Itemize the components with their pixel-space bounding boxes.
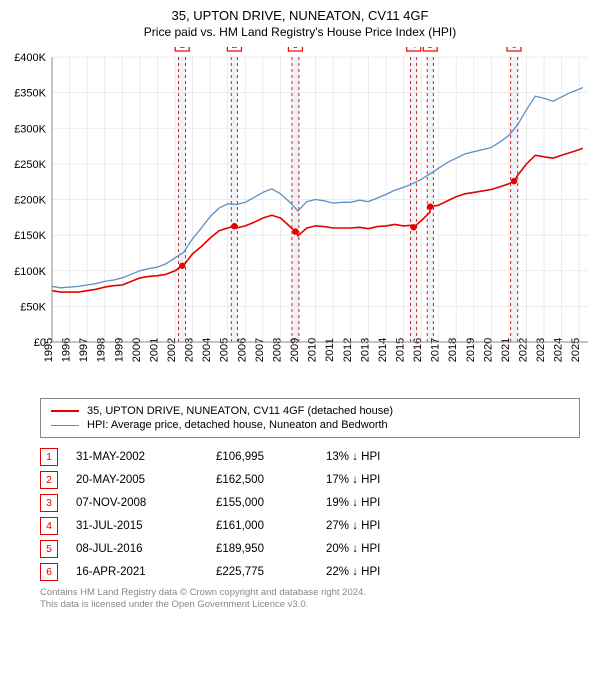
sale-price: £189,950 (216, 543, 326, 555)
svg-text:5: 5 (427, 47, 433, 51)
svg-text:2008: 2008 (271, 338, 283, 362)
svg-text:1996: 1996 (61, 338, 73, 362)
sale-pct: 20% ↓ HPI (326, 543, 426, 555)
legend-label: 35, UPTON DRIVE, NUNEATON, CV11 4GF (det… (87, 405, 393, 417)
svg-text:2005: 2005 (219, 338, 231, 362)
footer-line-2: This data is licensed under the Open Gov… (40, 599, 580, 611)
svg-text:1999: 1999 (113, 338, 125, 362)
table-marker: 1 (40, 448, 58, 466)
title-block: 35, UPTON DRIVE, NUNEATON, CV11 4GF Pric… (0, 0, 600, 39)
svg-text:£300K: £300K (14, 123, 46, 135)
svg-text:£100K: £100K (14, 266, 46, 278)
sale-price: £155,000 (216, 497, 326, 509)
footer: Contains HM Land Registry data © Crown c… (40, 587, 580, 612)
svg-text:2002: 2002 (166, 338, 178, 362)
sale-pct: 22% ↓ HPI (326, 566, 426, 578)
table-row: 4 31-JUL-2015£161,00027% ↓ HPI (40, 517, 580, 535)
svg-text:2020: 2020 (482, 338, 494, 362)
svg-text:6: 6 (511, 47, 517, 51)
sales-table: 1 31-MAY-2002£106,99513% ↓ HPI 2 20-MAY-200… (40, 448, 580, 581)
table-row: 6 16-APR-2021£225,77522% ↓ HPI (40, 563, 580, 581)
svg-text:£200K: £200K (14, 195, 46, 207)
legend-box: 35, UPTON DRIVE, NUNEATON, CV11 4GF (det… (40, 398, 580, 438)
legend-swatch (51, 425, 79, 426)
svg-text:2015: 2015 (394, 338, 406, 362)
svg-text:£150K: £150K (14, 230, 46, 242)
table-marker: 6 (40, 563, 58, 581)
table-marker: 5 (40, 540, 58, 558)
svg-text:£350K: £350K (14, 88, 46, 100)
sale-date: 08-JUL-2016 (76, 543, 216, 555)
table-marker: 4 (40, 517, 58, 535)
svg-text:2018: 2018 (447, 338, 459, 362)
svg-text:2004: 2004 (201, 338, 213, 362)
chart-svg: £0£50K£100K£150K£200K£250K£300K£350K£400… (0, 47, 600, 392)
svg-text:2007: 2007 (254, 338, 266, 362)
svg-text:£250K: £250K (14, 159, 46, 171)
svg-text:2001: 2001 (148, 338, 160, 362)
svg-text:2: 2 (231, 47, 237, 51)
svg-text:2014: 2014 (377, 338, 389, 362)
legend-label: HPI: Average price, detached house, Nune… (87, 419, 388, 431)
sale-price: £106,995 (216, 451, 326, 463)
svg-text:2019: 2019 (465, 338, 477, 362)
svg-text:2006: 2006 (236, 338, 248, 362)
svg-text:3: 3 (292, 47, 298, 51)
table-marker: 3 (40, 494, 58, 512)
footer-line-1: Contains HM Land Registry data © Crown c… (40, 587, 580, 599)
sale-date: 07-NOV-2008 (76, 497, 216, 509)
sale-date: 20-MAY-2005 (76, 474, 216, 486)
svg-text:1: 1 (179, 47, 185, 51)
table-row: 1 31-MAY-2002£106,99513% ↓ HPI (40, 448, 580, 466)
page-subtitle: Price paid vs. HM Land Registry's House … (0, 25, 600, 39)
sale-price: £162,500 (216, 474, 326, 486)
legend-row: 35, UPTON DRIVE, NUNEATON, CV11 4GF (det… (51, 405, 569, 417)
svg-text:2021: 2021 (500, 338, 512, 362)
svg-text:2000: 2000 (131, 338, 143, 362)
svg-text:1995: 1995 (43, 338, 55, 362)
chart-container: 35, UPTON DRIVE, NUNEATON, CV11 4GF Pric… (0, 0, 600, 680)
sale-date: 16-APR-2021 (76, 566, 216, 578)
legend-row: HPI: Average price, detached house, Nune… (51, 419, 569, 431)
svg-text:2013: 2013 (359, 338, 371, 362)
page-title: 35, UPTON DRIVE, NUNEATON, CV11 4GF (0, 8, 600, 23)
sale-pct: 17% ↓ HPI (326, 474, 426, 486)
table-row: 3 07-NOV-2008£155,00019% ↓ HPI (40, 494, 580, 512)
svg-text:2022: 2022 (517, 338, 529, 362)
sale-price: £161,000 (216, 520, 326, 532)
sale-date: 31-JUL-2015 (76, 520, 216, 532)
svg-text:1998: 1998 (96, 338, 108, 362)
svg-text:2016: 2016 (412, 338, 424, 362)
sale-pct: 13% ↓ HPI (326, 451, 426, 463)
svg-text:£400K: £400K (14, 52, 46, 64)
svg-text:2024: 2024 (553, 338, 565, 362)
chart-area: £0£50K£100K£150K£200K£250K£300K£350K£400… (0, 47, 600, 392)
sale-pct: 19% ↓ HPI (326, 497, 426, 509)
table-row: 2 20-MAY-2005£162,50017% ↓ HPI (40, 471, 580, 489)
sale-pct: 27% ↓ HPI (326, 520, 426, 532)
svg-text:2025: 2025 (570, 338, 582, 362)
sale-price: £225,775 (216, 566, 326, 578)
svg-text:2010: 2010 (307, 338, 319, 362)
svg-text:1997: 1997 (78, 338, 90, 362)
sale-date: 31-MAY-2002 (76, 451, 216, 463)
svg-text:£50K: £50K (20, 301, 46, 313)
table-marker: 2 (40, 471, 58, 489)
svg-text:2017: 2017 (430, 338, 442, 362)
table-row: 5 08-JUL-2016£189,95020% ↓ HPI (40, 540, 580, 558)
svg-text:2012: 2012 (342, 338, 354, 362)
legend-swatch (51, 410, 79, 412)
svg-text:2023: 2023 (535, 338, 547, 362)
svg-text:4: 4 (411, 47, 417, 51)
